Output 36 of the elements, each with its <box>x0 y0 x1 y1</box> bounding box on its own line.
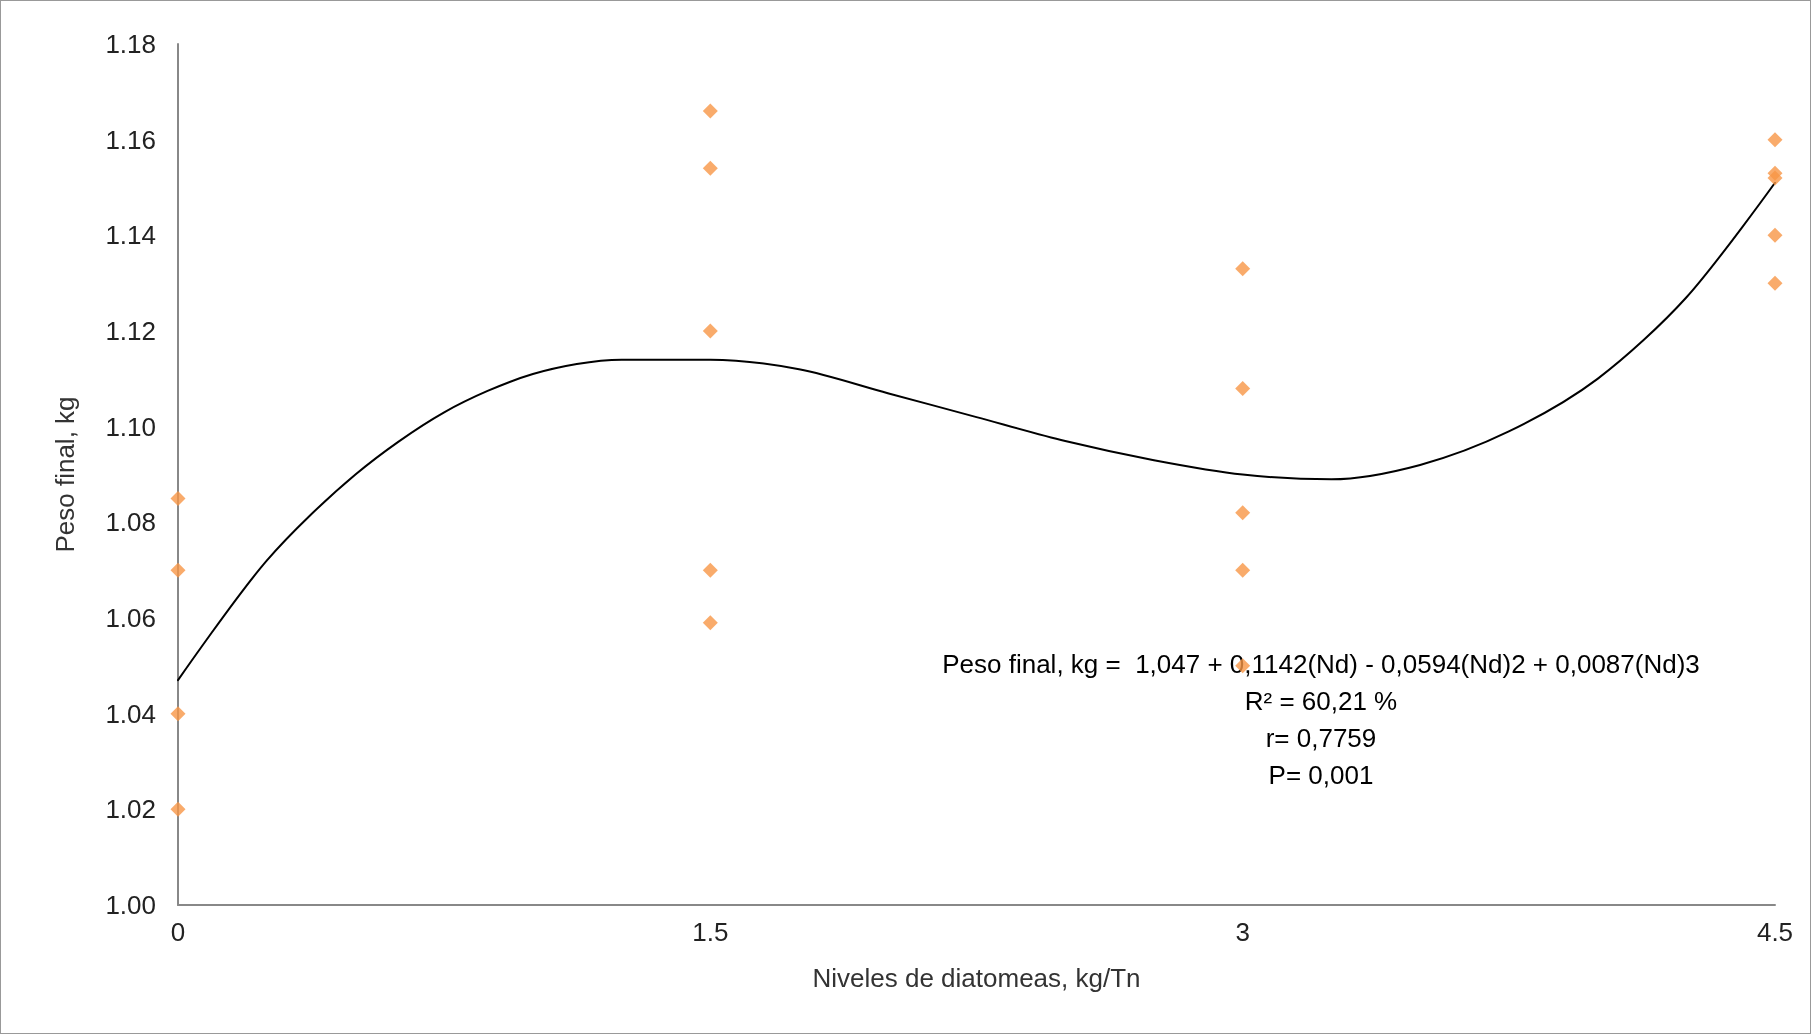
point <box>1235 562 1251 578</box>
point <box>1767 275 1783 291</box>
y-tick-label: 1.00 <box>105 890 156 920</box>
point <box>1767 227 1783 243</box>
y-tick-label: 1.18 <box>105 29 156 59</box>
point <box>702 160 718 176</box>
point <box>170 801 186 817</box>
y-tick-label: 1.08 <box>105 507 156 538</box>
y-axis-title: Peso final, kg <box>50 396 80 553</box>
x-tick-label: 1.5 <box>692 917 729 947</box>
annotation: r= 0,7759 <box>1265 723 1377 753</box>
y-tick-label: 1.14 <box>105 220 156 251</box>
point <box>702 323 718 339</box>
point <box>1767 170 1783 186</box>
point <box>170 490 186 506</box>
y-tick-label: 1.04 <box>105 698 156 729</box>
y-tick-label: 1.06 <box>105 603 156 633</box>
point <box>170 706 186 722</box>
point <box>1767 132 1783 148</box>
point <box>702 615 718 631</box>
point <box>1235 380 1251 396</box>
point <box>1235 261 1251 277</box>
x-tick-label: 0 <box>170 917 186 947</box>
annotation: R² = 60,21 % <box>1244 686 1398 716</box>
y-tick-label: 1.16 <box>105 124 156 155</box>
y-tick-label: 1.02 <box>105 794 156 825</box>
point <box>702 103 718 119</box>
x-axis-title: Niveles de diatomeas, kg/Tn <box>812 963 1141 993</box>
annotation: P= 0,001 <box>1268 760 1374 790</box>
x-tick-label: 3 <box>1235 917 1250 947</box>
point <box>170 562 186 578</box>
point <box>1235 505 1251 521</box>
y-tick-label: 1.12 <box>105 316 156 346</box>
point <box>702 562 718 578</box>
x-tick-label: 4.5 <box>1756 917 1794 947</box>
y-tick-label: 1.10 <box>105 411 156 442</box>
